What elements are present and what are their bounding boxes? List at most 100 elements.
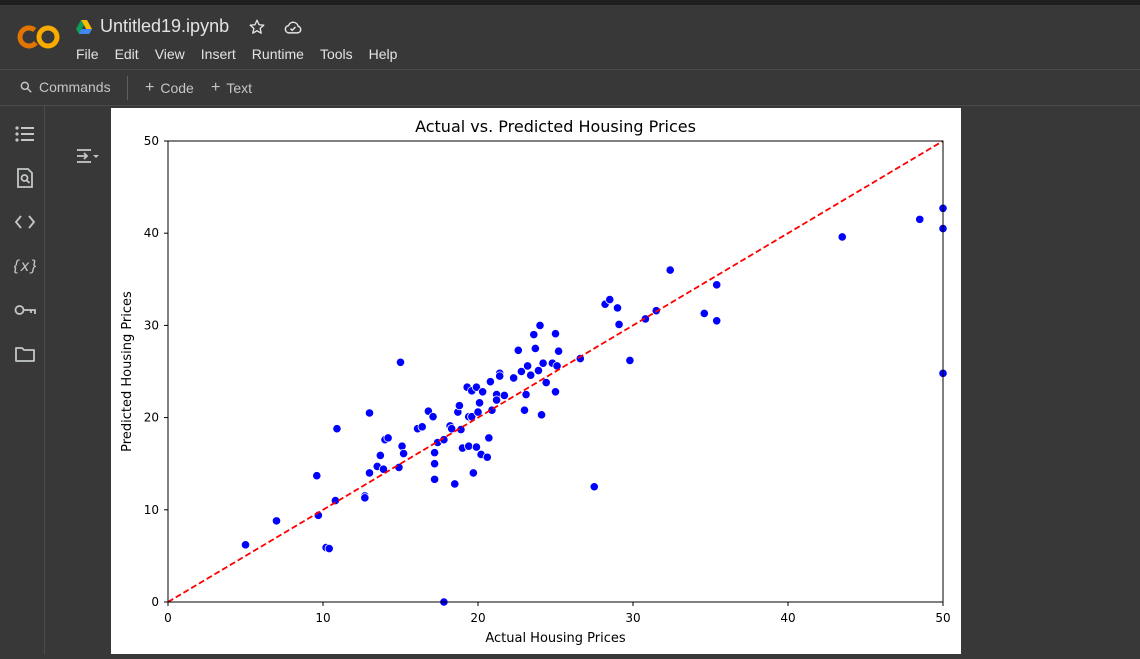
commands-label: Commands bbox=[39, 79, 111, 95]
x-tick-label: 40 bbox=[780, 611, 795, 625]
data-point bbox=[535, 320, 545, 330]
data-point bbox=[614, 319, 624, 330]
data-point bbox=[332, 424, 342, 434]
add-text-button[interactable]: + Text bbox=[211, 79, 252, 97]
y-tick-label: 10 bbox=[144, 503, 159, 517]
menu-runtime[interactable]: Runtime bbox=[251, 46, 304, 62]
secrets-key-icon[interactable] bbox=[14, 299, 36, 321]
matplotlib-figure: Actual vs. Predicted Housing Prices 0 10 20… bbox=[111, 108, 961, 654]
star-icon[interactable] bbox=[247, 17, 267, 37]
data-point bbox=[699, 308, 709, 319]
y-axis-label: Predicted Housing Prices bbox=[120, 291, 135, 452]
left-sidebar: {x} bbox=[0, 106, 45, 654]
y-tick-label: 30 bbox=[144, 318, 159, 332]
data-point bbox=[526, 370, 536, 380]
menu-tools[interactable]: Tools bbox=[319, 46, 353, 62]
data-point bbox=[589, 482, 599, 492]
output-actions-icon[interactable] bbox=[75, 146, 99, 166]
data-point bbox=[478, 387, 488, 397]
chart-title: Actual vs. Predicted Housing Prices bbox=[415, 117, 696, 136]
data-point bbox=[522, 361, 533, 371]
data-point bbox=[550, 329, 561, 339]
data-point bbox=[428, 412, 438, 422]
data-point bbox=[605, 294, 615, 305]
code-snippets-icon[interactable] bbox=[14, 211, 36, 233]
data-point bbox=[397, 441, 407, 451]
menu-edit[interactable]: Edit bbox=[114, 46, 139, 62]
variables-icon[interactable]: {x} bbox=[14, 255, 36, 277]
data-point bbox=[495, 371, 505, 381]
data-point bbox=[529, 330, 539, 340]
data-point bbox=[429, 448, 440, 458]
data-point bbox=[541, 377, 551, 388]
data-point bbox=[521, 389, 531, 400]
data-point bbox=[464, 441, 474, 451]
data-point bbox=[375, 450, 385, 461]
data-point bbox=[398, 448, 409, 459]
data-point bbox=[485, 377, 495, 387]
data-point bbox=[530, 343, 540, 354]
x-axis-label: Actual Housing Prices bbox=[485, 631, 626, 646]
menu-view[interactable]: View bbox=[154, 46, 185, 62]
menu-bar: File Edit View Insert Runtime Tools Help bbox=[76, 46, 413, 62]
data-point bbox=[837, 232, 847, 242]
y-tick-label: 0 bbox=[151, 595, 159, 609]
data-point bbox=[640, 314, 651, 324]
data-point bbox=[417, 422, 427, 432]
plus-icon: + bbox=[145, 79, 155, 96]
data-point bbox=[450, 479, 460, 489]
y-tick-label: 40 bbox=[144, 226, 159, 240]
data-point bbox=[550, 387, 561, 397]
data-point bbox=[471, 442, 482, 452]
menu-insert[interactable]: Insert bbox=[200, 46, 236, 62]
drive-icon[interactable] bbox=[76, 19, 92, 34]
data-point bbox=[473, 407, 483, 417]
y-tick-label: 50 bbox=[144, 134, 159, 148]
data-point bbox=[538, 358, 548, 368]
data-point bbox=[324, 543, 334, 554]
x-tick-label: 50 bbox=[935, 611, 950, 625]
data-point bbox=[364, 468, 375, 478]
data-point bbox=[240, 540, 251, 550]
data-point bbox=[519, 405, 530, 415]
data-point bbox=[429, 474, 440, 484]
y-tick-label: 20 bbox=[144, 411, 159, 425]
folder-icon[interactable] bbox=[14, 343, 36, 365]
data-point bbox=[312, 471, 322, 481]
notebook-title[interactable]: Untitled19.ipynb bbox=[100, 16, 230, 36]
ideal-fit-line bbox=[167, 140, 944, 603]
data-point bbox=[712, 316, 722, 326]
data-point bbox=[491, 395, 502, 405]
data-point bbox=[271, 516, 282, 526]
data-point bbox=[712, 280, 722, 290]
plus-icon: + bbox=[211, 79, 221, 96]
commands-button[interactable]: Commands bbox=[19, 79, 111, 95]
menu-file[interactable]: File bbox=[76, 46, 99, 62]
data-point bbox=[471, 382, 482, 392]
data-point bbox=[499, 390, 509, 401]
menu-help[interactable]: Help bbox=[368, 46, 398, 62]
add-code-label: Code bbox=[160, 80, 194, 96]
data-point bbox=[553, 346, 564, 356]
data-point bbox=[513, 345, 523, 355]
top-strip bbox=[0, 0, 1140, 5]
data-point bbox=[509, 373, 519, 383]
data-point bbox=[474, 398, 485, 408]
scatter-chart: Actual vs. Predicted Housing Prices 0 10 20… bbox=[120, 117, 951, 646]
find-icon[interactable] bbox=[14, 167, 36, 189]
colab-logo[interactable] bbox=[17, 22, 61, 52]
cloud-saved-icon[interactable] bbox=[283, 17, 303, 37]
add-text-label: Text bbox=[226, 80, 253, 96]
add-code-button[interactable]: + Code bbox=[145, 79, 194, 97]
x-tick-label: 10 bbox=[315, 611, 330, 625]
data-point bbox=[915, 214, 925, 224]
plot-frame bbox=[167, 140, 944, 603]
data-point bbox=[383, 433, 393, 443]
data-point bbox=[625, 355, 635, 366]
data-point bbox=[484, 433, 494, 443]
toolbar-divider bbox=[127, 76, 128, 100]
right-empty-area bbox=[961, 106, 1140, 654]
data-point bbox=[468, 468, 478, 478]
data-point bbox=[447, 424, 457, 434]
table-of-contents-icon[interactable] bbox=[14, 123, 36, 145]
